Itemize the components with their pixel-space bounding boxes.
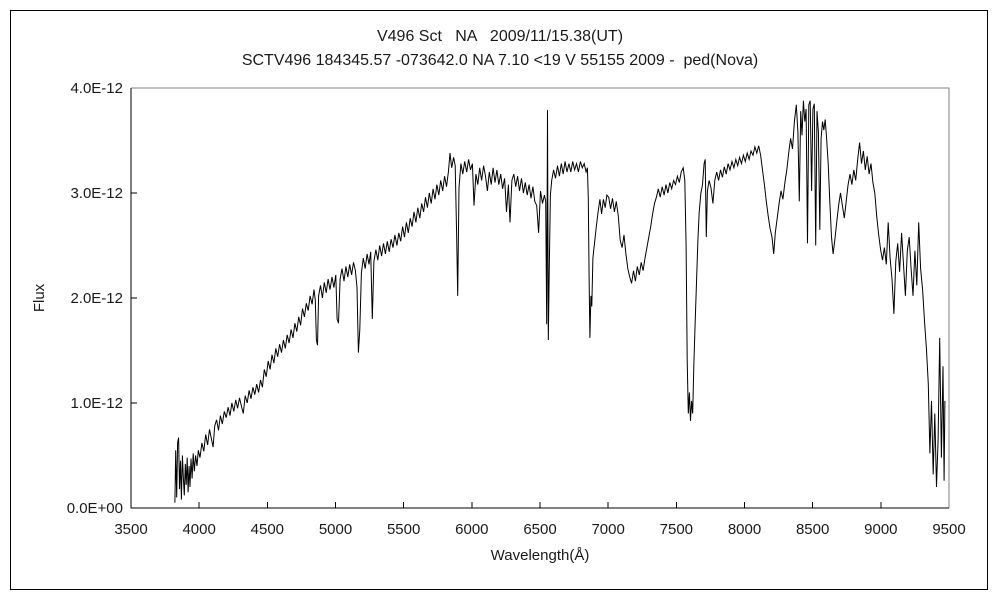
x-tick-label: 7000 (591, 521, 624, 538)
y-tick-label: 0.0E+00 (67, 500, 123, 517)
y-tick-label: 1.0E-12 (70, 395, 123, 412)
x-tick-label: 5000 (319, 521, 352, 538)
plot-axes (130, 88, 949, 509)
x-tick-label: 4500 (251, 521, 284, 538)
x-tick-label: 8500 (796, 521, 829, 538)
x-tick-label: 8000 (728, 521, 761, 538)
figure-border (10, 10, 988, 590)
x-tick-label: 9000 (864, 521, 897, 538)
x-tick-label: 4000 (182, 521, 215, 538)
x-tick-label: 6000 (455, 521, 488, 538)
x-tick-label: 9500 (932, 521, 965, 538)
x-axis-label: Wavelength(Å) (491, 547, 590, 564)
spectrum-line (174, 100, 946, 503)
y-tick-label: 3.0E-12 (70, 185, 123, 202)
y-axis-label: Flux (31, 283, 48, 312)
chart-subtitle: SCTV496 184345.57 -073642.0 NA 7.10 <19 … (241, 52, 759, 69)
y-tick-label: 4.0E-12 (70, 80, 123, 97)
x-tick-label: 6500 (523, 521, 556, 538)
x-tick-label: 5500 (387, 521, 420, 538)
chart-title: V496 Sct NA 2009/11/15.38(UT) (376, 28, 624, 45)
plot-border-top-right (131, 87, 950, 508)
y-tick-label: 2.0E-12 (70, 290, 123, 307)
x-tick-label: 7500 (660, 521, 693, 538)
x-tick-label: 3500 (114, 521, 147, 538)
